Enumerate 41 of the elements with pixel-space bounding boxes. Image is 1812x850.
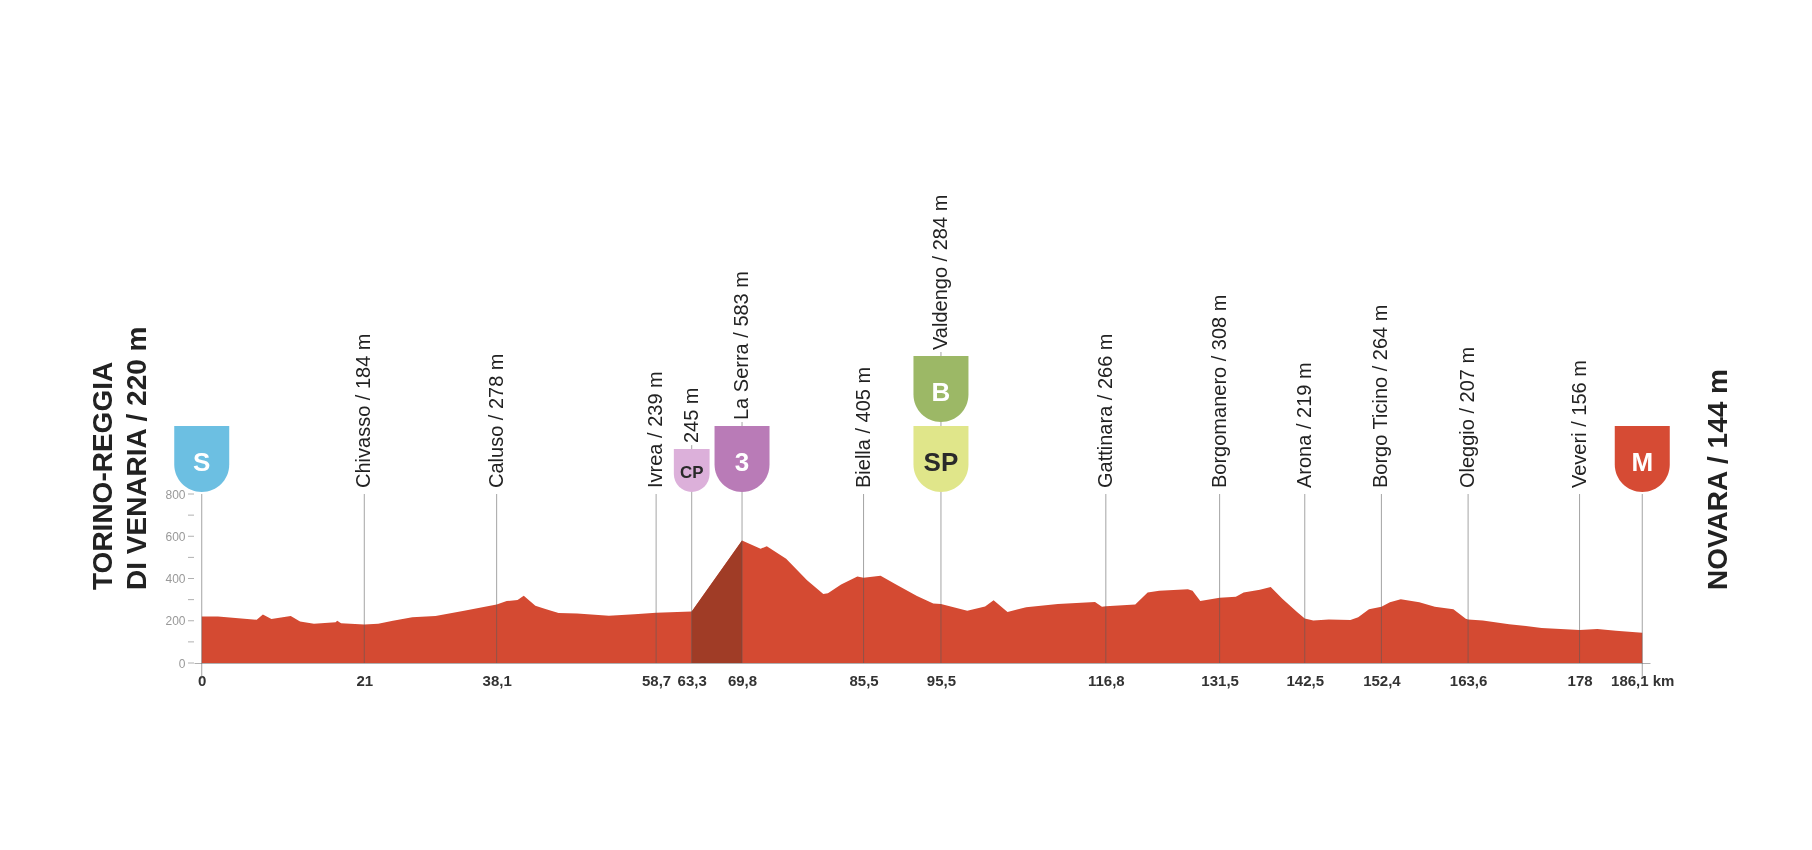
x-tick-label: 142,5 (1286, 671, 1325, 689)
x-tick-label: 85,5 (849, 671, 879, 689)
ref-line-label: La Serra / 583 m (730, 271, 753, 420)
ref-line-label: Borgomanero / 308 m (1207, 294, 1230, 488)
ref-line-label: Gattinara / 266 m (1093, 333, 1116, 488)
ref-line-label: Ivrea / 239 m (644, 371, 667, 488)
y-tick-label: 800 (165, 487, 186, 502)
x-tick-label: 95,5 (926, 671, 957, 689)
x-tick-label: 116,8 (1087, 671, 1125, 689)
ref-line-label: Valdengo / 284 m (928, 194, 951, 350)
y-tick-label: 0 (178, 656, 186, 671)
x-tick-label: 69,8 (727, 671, 758, 689)
x-tick-label: 178 (1567, 671, 1593, 689)
ref-line-label: Arona / 219 m (1292, 362, 1315, 488)
x-tick-label: 131,5 (1201, 671, 1239, 689)
text: B (931, 377, 951, 407)
ref-line-label: NOVARA / 144 m (1702, 369, 1734, 590)
annotation: M (1631, 447, 1654, 477)
annotation: S (193, 447, 211, 477)
annotation: SP (923, 447, 959, 477)
x-tick-label: 58,7 (642, 671, 672, 689)
y-tick-label: 600 (165, 529, 186, 544)
ref-line-label: Chivasso / 184 m (352, 333, 375, 488)
y-tick-label: 200 (165, 614, 186, 629)
ref-line-label: Caluso / 278 m (484, 353, 507, 488)
x-tick-label: 63,3 (677, 671, 707, 689)
y-tick-label: 400 (165, 572, 186, 586)
ref-line-label: Oleggio / 207 m (1456, 346, 1479, 488)
annotation: 3 (734, 447, 750, 477)
annotation: CP (679, 463, 704, 483)
x-tick-label: 163,6 (1449, 671, 1488, 689)
ref-line-label: 245 m (679, 387, 702, 444)
ref-line-label: Veveri / 156 m (1567, 360, 1590, 488)
ref-line-label: Borgo Ticino / 264 m (1369, 304, 1392, 488)
x-tick-label: 186,1 km (1611, 671, 1675, 689)
x-tick-label: 152,4 (1363, 671, 1402, 689)
x-tick-label: 38,1 (482, 671, 512, 689)
x-tick-label: 0 (198, 671, 207, 689)
ref-line-label: Biella / 405 m (851, 366, 874, 488)
x-tick-label: 21 (356, 671, 374, 689)
ref-line-label: TORINO-REGGIA DI VENARIA / 220 m (86, 326, 152, 590)
